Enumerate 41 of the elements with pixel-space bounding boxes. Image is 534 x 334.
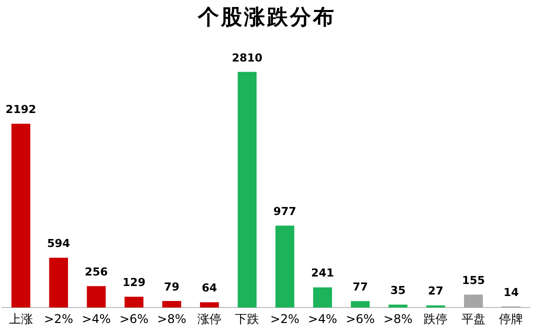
x-tick-label: >4% (82, 312, 111, 326)
data-label: 241 (311, 266, 334, 280)
bar (464, 294, 483, 308)
x-tick-label: 跌停 (424, 312, 448, 326)
x-tick-label: 停牌 (499, 312, 524, 326)
x-tick-label: >2% (44, 312, 74, 326)
x-tick-label: >6% (119, 312, 149, 326)
data-label: 27 (428, 284, 444, 298)
bar (86, 286, 106, 308)
data-label: 79 (164, 280, 180, 294)
x-tick-label: >8% (157, 312, 186, 326)
bar (313, 287, 332, 308)
bar (11, 124, 30, 308)
bar (124, 296, 144, 308)
bar (200, 302, 219, 308)
data-label: 155 (462, 274, 485, 287)
x-tick-label: >6% (346, 312, 375, 326)
x-tick-label: 平盘 (461, 312, 486, 326)
data-label: 2810 (232, 51, 263, 64)
data-label: 129 (122, 276, 146, 290)
bar (388, 304, 408, 308)
x-tick-label: 涨停 (197, 312, 222, 326)
bar (350, 301, 370, 308)
bar (162, 300, 182, 308)
data-label: 2192 (6, 103, 36, 116)
x-tick-label: 上涨 (8, 312, 33, 326)
data-label: 35 (390, 284, 406, 298)
data-label: 977 (273, 205, 296, 218)
data-label: 77 (352, 280, 368, 294)
bar (49, 258, 68, 308)
data-label: 14 (503, 286, 520, 299)
chart-title: 个股涨跌分布 (196, 4, 337, 31)
x-tick-label: >2% (270, 312, 300, 326)
x-tick-label: >4% (308, 312, 338, 326)
x-tick-label: >8% (383, 312, 413, 326)
x-tick-label: 下跌 (235, 312, 260, 326)
bar (275, 226, 294, 308)
data-label: 594 (47, 237, 70, 250)
bar (238, 72, 257, 308)
data-label: 256 (84, 265, 108, 278)
data-label: 64 (202, 282, 218, 295)
